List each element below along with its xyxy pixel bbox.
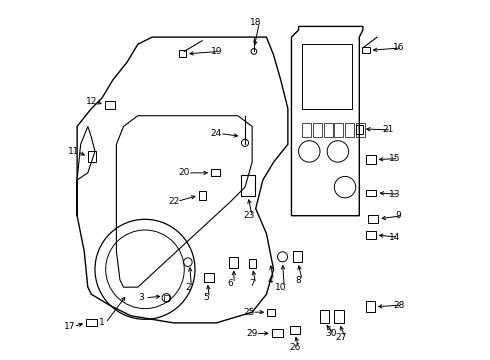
Text: 28: 28 xyxy=(393,301,404,310)
Text: 15: 15 xyxy=(389,154,401,163)
Text: 26: 26 xyxy=(289,343,301,352)
Text: 16: 16 xyxy=(393,43,404,52)
Text: 6: 6 xyxy=(228,279,234,288)
Text: 30: 30 xyxy=(325,329,337,338)
Text: 9: 9 xyxy=(396,211,401,220)
Text: 3: 3 xyxy=(139,293,144,302)
Text: 2: 2 xyxy=(185,283,191,292)
Text: 13: 13 xyxy=(389,190,401,199)
Text: 27: 27 xyxy=(336,333,347,342)
Text: 20: 20 xyxy=(178,168,190,177)
Text: 17: 17 xyxy=(64,322,76,331)
Text: 11: 11 xyxy=(68,147,79,156)
Text: 24: 24 xyxy=(211,129,222,138)
Text: 29: 29 xyxy=(246,329,258,338)
Text: 7: 7 xyxy=(249,279,255,288)
Text: 12: 12 xyxy=(86,97,97,106)
Text: 25: 25 xyxy=(243,308,254,317)
Text: 18: 18 xyxy=(250,18,262,27)
Text: 19: 19 xyxy=(211,47,222,56)
Text: 23: 23 xyxy=(243,211,254,220)
Text: 21: 21 xyxy=(382,126,393,135)
Text: 14: 14 xyxy=(390,233,401,242)
Text: 10: 10 xyxy=(275,283,287,292)
Text: 8: 8 xyxy=(295,275,301,284)
Text: 1: 1 xyxy=(99,318,105,327)
Text: 5: 5 xyxy=(203,293,209,302)
Text: 4: 4 xyxy=(267,275,273,284)
Text: 22: 22 xyxy=(168,197,179,206)
